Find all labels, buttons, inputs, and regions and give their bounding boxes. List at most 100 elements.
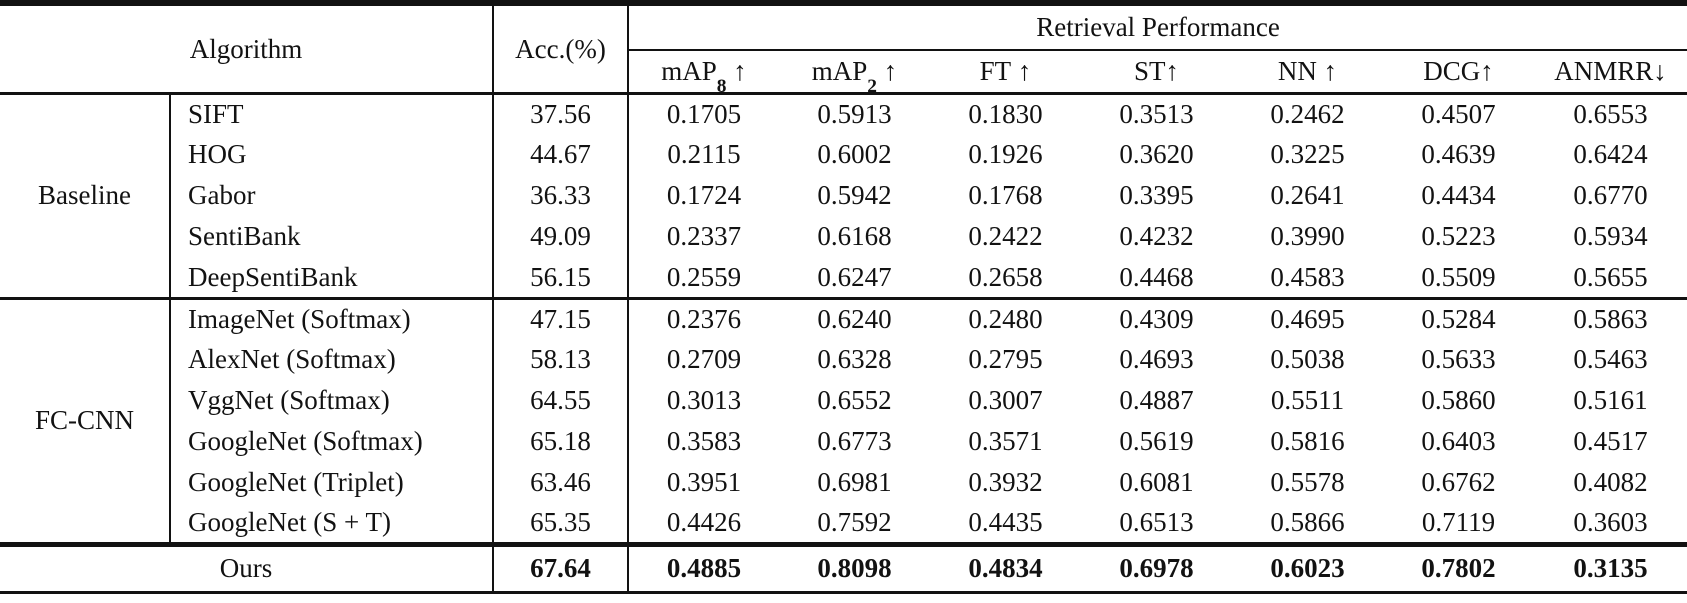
metric-value-cell: 0.7802 xyxy=(1421,553,1496,584)
metric-value-cell: 0.6403 xyxy=(1421,426,1496,457)
algorithm-name-cell: DeepSentiBank xyxy=(188,261,358,292)
table-row: VggNet (Softmax) 64.55 0.3013 0.6552 0.3007 0… xyxy=(0,380,1687,421)
metric-value-cell: 0.6247 xyxy=(817,261,892,292)
metric-value-cell: 0.6978 xyxy=(1119,553,1194,584)
metric-value-cell: 0.5655 xyxy=(1573,261,1648,292)
accuracy-cell: 64.55 xyxy=(492,380,628,421)
accuracy-cell: 44.67 xyxy=(492,134,628,175)
metric-value-cell: 0.3225 xyxy=(1270,139,1345,170)
metric-value-cell: 0.2709 xyxy=(627,339,779,380)
metric-value-cell: 0.4309 xyxy=(1119,304,1194,335)
metric-value-cell: 0.3135 xyxy=(1573,553,1648,584)
metric-name: FT xyxy=(979,56,1012,87)
metric-value-cell: 0.5511 xyxy=(1270,385,1345,416)
metric-value-cell: 0.4468 xyxy=(1119,261,1194,292)
algorithm-name-cell: ImageNet (Softmax) xyxy=(188,304,411,335)
metric-value-cell: 0.1724 xyxy=(627,175,779,216)
algorithm-name-cell: SIFT xyxy=(188,99,244,130)
accuracy-cell: 65.18 xyxy=(492,421,628,462)
metric-value-cell: 0.1705 xyxy=(627,93,779,134)
table-row: HOG 44.67 0.2115 0.6002 0.1926 0.3620 0.3225 0.… xyxy=(0,134,1687,175)
accuracy-cell: 49.09 xyxy=(492,216,628,257)
metric-value-cell: 0.6002 xyxy=(817,139,892,170)
group-label-cell: FC-CNN xyxy=(0,298,171,544)
algorithm-name-cell: SentiBank xyxy=(188,221,301,252)
metric-value-cell: 0.6513 xyxy=(1119,507,1194,538)
group-baseline: Baseline SIFT 37.56 0.1705 0.5913 0.1830 0.351… xyxy=(0,93,1687,298)
metric-header-st: ST↑ xyxy=(1081,50,1232,93)
metric-value-cell: 0.5223 xyxy=(1421,221,1496,252)
up-arrow-icon: ↑ xyxy=(877,56,898,87)
up-arrow-icon: ↑ xyxy=(726,56,747,87)
metric-value-cell: 0.3583 xyxy=(627,421,779,462)
accuracy-cell: 67.64 xyxy=(492,544,628,592)
metric-header-nn: NN ↑ xyxy=(1232,50,1383,93)
metric-value-cell: 0.1830 xyxy=(968,99,1043,130)
group-fc-cnn: FC-CNN ImageNet (Softmax) 47.15 0.2376 0.624… xyxy=(0,298,1687,544)
metric-value-cell: 0.2559 xyxy=(627,257,779,298)
table-row: GoogleNet (Softmax) 65.18 0.3583 0.6773 0.35… xyxy=(0,421,1687,462)
metric-value-cell: 0.4887 xyxy=(1119,385,1194,416)
metric-value-cell: 0.2641 xyxy=(1270,180,1345,211)
metric-value-cell: 0.5863 xyxy=(1573,304,1648,335)
metric-value-cell: 0.2462 xyxy=(1270,99,1345,130)
metric-value-cell: 0.5860 xyxy=(1421,385,1496,416)
accuracy-header: Acc.(%) xyxy=(492,3,629,93)
algorithm-name-cell: VggNet (Softmax) xyxy=(188,385,390,416)
metric-name: DCG xyxy=(1423,56,1481,87)
metric-value-cell: 0.4507 xyxy=(1421,99,1496,130)
metric-value-cell: 0.3951 xyxy=(627,462,779,503)
metric-header-dcg: DCG↑ xyxy=(1383,50,1534,93)
metric-header-anmrr: ANMRR↓ xyxy=(1534,50,1687,93)
ours-row: Ours 67.64 0.4885 0.8098 0.4834 0.6978 0.6023 0… xyxy=(0,544,1687,592)
metric-value-cell: 0.4583 xyxy=(1270,261,1345,292)
metric-value-cell: 0.2795 xyxy=(968,344,1043,375)
group-ours: Ours 67.64 0.4885 0.8098 0.4834 0.6978 0.6023 0… xyxy=(0,544,1687,592)
metric-value-cell: 0.4426 xyxy=(627,503,779,544)
metric-value-cell: 0.4517 xyxy=(1573,426,1648,457)
metric-value-cell: 0.6424 xyxy=(1573,139,1648,170)
table-row: DeepSentiBank 56.15 0.2559 0.6247 0.2658 0.44… xyxy=(0,257,1687,298)
metric-value-cell: 0.6081 xyxy=(1119,467,1194,498)
table-header: Algorithm Acc.(%) Retrieval Performance … xyxy=(0,3,1687,93)
metric-value-cell: 0.5578 xyxy=(1270,467,1345,498)
metric-value-cell: 0.3603 xyxy=(1573,507,1648,538)
up-arrow-icon: ↑ xyxy=(1011,56,1032,87)
metric-value-cell: 0.4695 xyxy=(1270,304,1345,335)
accuracy-cell: 36.33 xyxy=(492,175,628,216)
metric-value-cell: 0.5038 xyxy=(1270,344,1345,375)
metric-value-cell: 0.4693 xyxy=(1119,344,1194,375)
algorithm-name-cell: HOG xyxy=(188,139,247,170)
metric-value-cell: 0.6023 xyxy=(1270,553,1345,584)
algorithm-name-cell: Gabor xyxy=(188,180,256,211)
metric-header-ft: FT ↑ xyxy=(930,50,1081,93)
metric-header-map8: mAP8 ↑ xyxy=(627,50,779,93)
metric-value-cell: 0.5913 xyxy=(817,99,892,130)
header-row-top: Algorithm Acc.(%) Retrieval Performance xyxy=(0,3,1687,93)
metric-value-cell: 0.5934 xyxy=(1573,221,1648,252)
metric-value-cell: 0.3990 xyxy=(1270,221,1345,252)
metric-subscript: 8 xyxy=(716,75,727,93)
metric-name: NN xyxy=(1277,56,1317,87)
metric-value-cell: 0.5866 xyxy=(1270,507,1345,538)
metric-value-cell: 0.7592 xyxy=(817,507,892,538)
metric-value-cell: 0.5816 xyxy=(1270,426,1345,457)
accuracy-cell: 56.15 xyxy=(492,257,628,298)
table-row: Gabor 36.33 0.1724 0.5942 0.1768 0.3395 0.2641… xyxy=(0,175,1687,216)
metric-value-cell: 0.6553 xyxy=(1573,99,1648,130)
algorithm-name-cell: AlexNet (Softmax) xyxy=(188,344,396,375)
metric-value-cell: 0.6770 xyxy=(1573,180,1648,211)
metric-value-cell: 0.3513 xyxy=(1119,99,1194,130)
table-row: FC-CNN ImageNet (Softmax) 47.15 0.2376 0.624… xyxy=(0,298,1687,544)
metric-subscript: 2 xyxy=(867,75,877,93)
table-row: Baseline SIFT 37.56 0.1705 0.5913 0.1830 0.351… xyxy=(0,93,1687,298)
metric-value-cell: 0.3571 xyxy=(968,426,1043,457)
algorithm-header: Algorithm xyxy=(189,33,303,64)
metric-value-cell: 0.4834 xyxy=(968,553,1043,584)
metric-header-map2: mAP2 ↑ xyxy=(779,50,930,93)
metric-value-cell: 0.6168 xyxy=(817,221,892,252)
algorithm-name-cell: GoogleNet (S + T) xyxy=(188,507,391,538)
metric-value-cell: 0.5161 xyxy=(1573,385,1648,416)
metric-value-cell: 0.3007 xyxy=(968,385,1043,416)
metric-value-cell: 0.4435 xyxy=(968,507,1043,538)
